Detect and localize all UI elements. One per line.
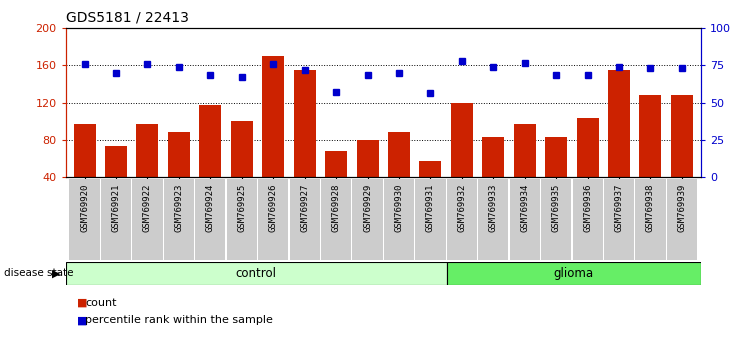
FancyBboxPatch shape (69, 179, 100, 260)
FancyBboxPatch shape (478, 179, 508, 260)
Text: GDS5181 / 22413: GDS5181 / 22413 (66, 11, 188, 25)
FancyBboxPatch shape (321, 179, 351, 260)
Bar (356, 140, 379, 177)
Text: GSM769937: GSM769937 (615, 184, 623, 232)
Text: GSM769922: GSM769922 (143, 184, 152, 232)
Text: control: control (236, 267, 277, 280)
FancyBboxPatch shape (635, 179, 666, 260)
Bar (639, 95, 661, 177)
FancyBboxPatch shape (541, 179, 572, 260)
Bar (577, 119, 599, 177)
Bar (293, 70, 315, 177)
Text: ■: ■ (77, 298, 87, 308)
Text: ▶: ▶ (52, 268, 61, 278)
FancyBboxPatch shape (132, 179, 163, 260)
Bar (168, 132, 190, 177)
Bar (231, 121, 253, 177)
FancyBboxPatch shape (227, 179, 257, 260)
Text: GSM769933: GSM769933 (489, 184, 498, 232)
FancyBboxPatch shape (415, 179, 445, 260)
Text: GSM769920: GSM769920 (80, 184, 89, 232)
Text: GSM769923: GSM769923 (174, 184, 183, 232)
Text: disease state: disease state (4, 268, 73, 278)
FancyBboxPatch shape (66, 262, 447, 285)
FancyBboxPatch shape (164, 179, 194, 260)
FancyBboxPatch shape (195, 179, 226, 260)
Text: GSM769927: GSM769927 (300, 184, 309, 232)
Text: GSM769931: GSM769931 (426, 184, 435, 232)
FancyBboxPatch shape (572, 179, 603, 260)
Text: GSM769924: GSM769924 (206, 184, 215, 232)
Text: GSM769926: GSM769926 (269, 184, 277, 232)
Text: GSM769925: GSM769925 (237, 184, 246, 232)
Text: GSM769938: GSM769938 (646, 184, 655, 232)
Text: GSM769929: GSM769929 (363, 184, 372, 232)
Text: GSM769936: GSM769936 (583, 184, 592, 232)
Text: GSM769921: GSM769921 (112, 184, 120, 232)
FancyBboxPatch shape (101, 179, 131, 260)
Bar (74, 124, 96, 177)
Bar (451, 103, 473, 177)
Bar (420, 161, 442, 177)
Text: GSM769930: GSM769930 (394, 184, 404, 232)
FancyBboxPatch shape (604, 179, 634, 260)
FancyBboxPatch shape (510, 179, 539, 260)
Text: count: count (85, 298, 117, 308)
Bar (325, 151, 347, 177)
Bar (671, 95, 693, 177)
Bar (199, 104, 221, 177)
Text: percentile rank within the sample: percentile rank within the sample (85, 315, 273, 325)
Text: GSM769939: GSM769939 (677, 184, 686, 232)
FancyBboxPatch shape (666, 179, 697, 260)
Text: ■: ■ (77, 315, 87, 325)
Bar (137, 124, 158, 177)
Text: GSM769934: GSM769934 (520, 184, 529, 232)
Bar (105, 146, 127, 177)
Text: glioma: glioma (554, 267, 593, 280)
Bar (608, 70, 630, 177)
Text: GSM769935: GSM769935 (552, 184, 561, 232)
FancyBboxPatch shape (447, 179, 477, 260)
FancyBboxPatch shape (353, 179, 383, 260)
Text: GSM769928: GSM769928 (331, 184, 341, 232)
Text: GSM769932: GSM769932 (458, 184, 466, 232)
Bar (483, 137, 504, 177)
FancyBboxPatch shape (290, 179, 320, 260)
FancyBboxPatch shape (258, 179, 288, 260)
Bar (545, 137, 567, 177)
FancyBboxPatch shape (447, 262, 701, 285)
FancyBboxPatch shape (384, 179, 414, 260)
Bar (262, 56, 284, 177)
Bar (388, 132, 410, 177)
Bar (514, 124, 536, 177)
